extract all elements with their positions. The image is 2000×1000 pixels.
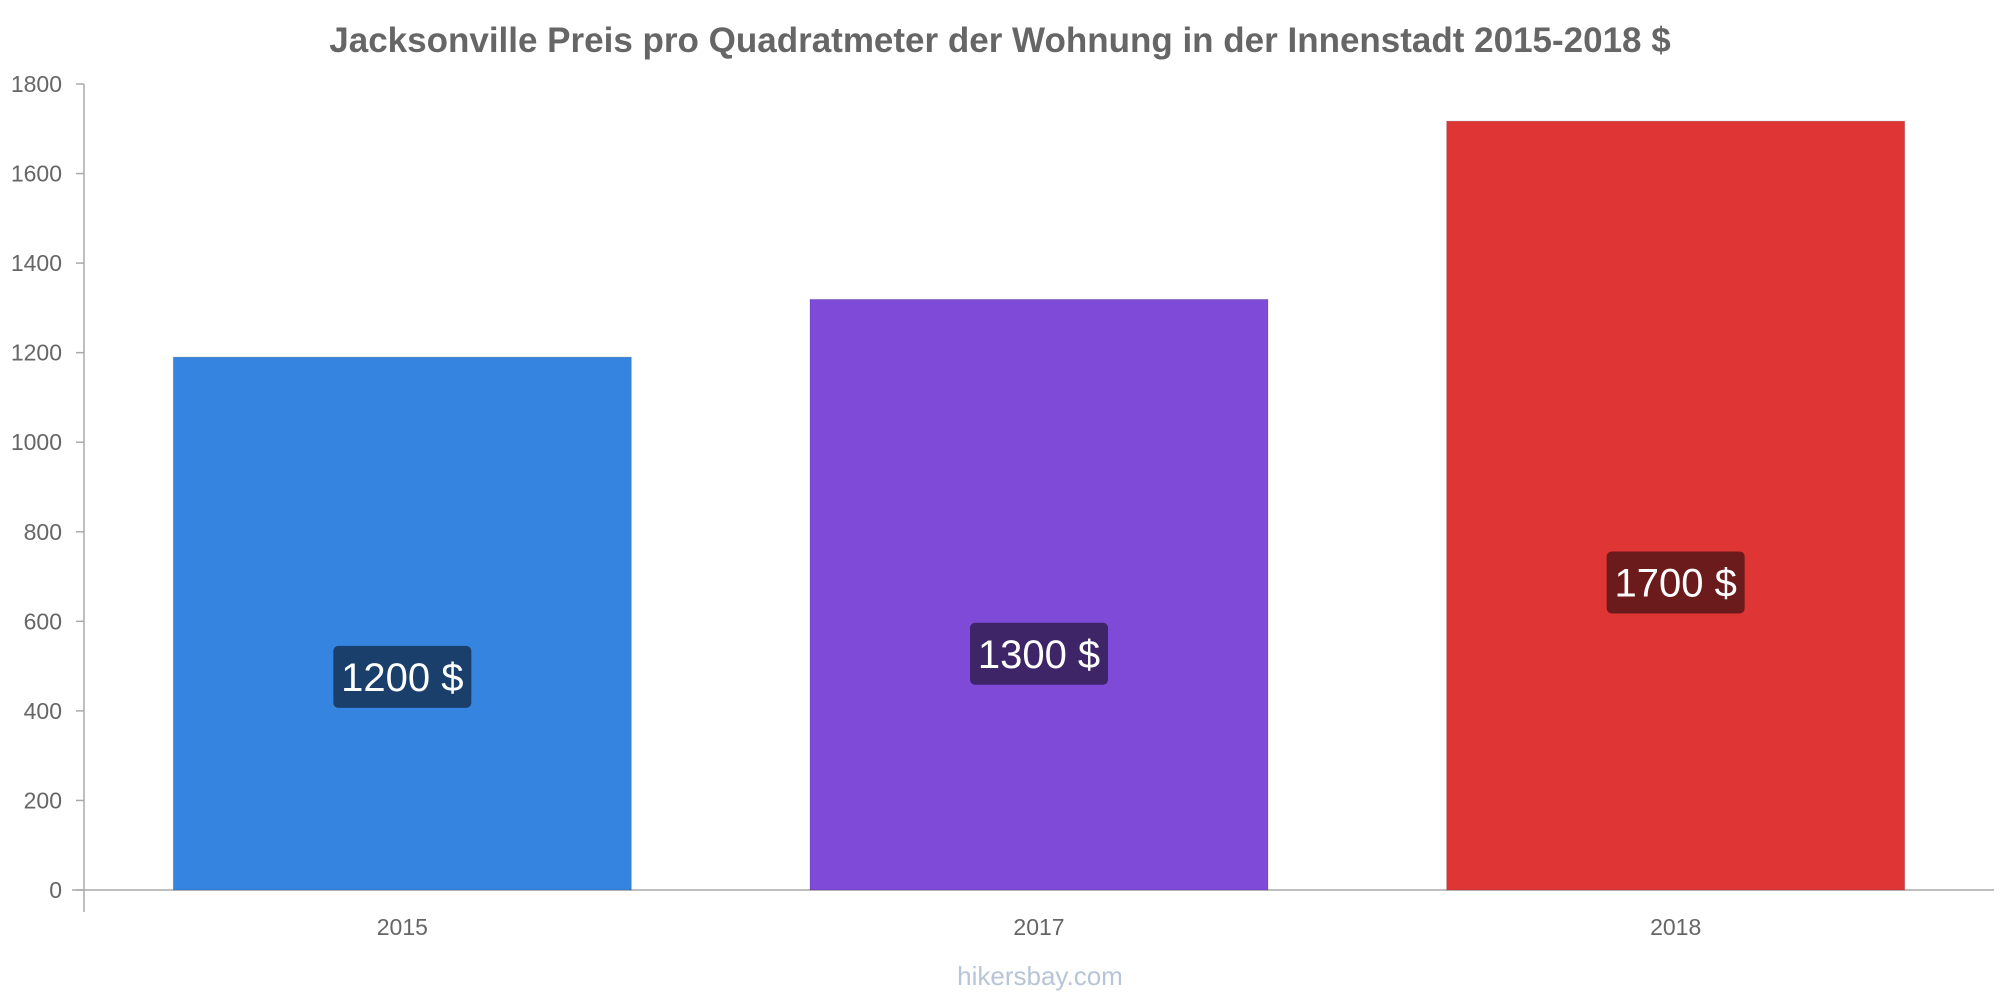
axes: 0 200 400 600 800 1000 1200 1400 1600 1800 2015 201… (11, 71, 1994, 940)
y-tick-label: 800 (24, 519, 62, 545)
y-tick-label: 200 (24, 787, 62, 813)
watermark: hikersbay.com (957, 961, 1123, 991)
y-tick-label: 1600 (11, 161, 62, 187)
x-tick-label: 2017 (1013, 914, 1064, 940)
y-tick-label: 400 (24, 698, 62, 724)
y-tick-label: 0 (49, 877, 62, 903)
value-label-box (333, 645, 472, 708)
y-tick-label: 1200 (11, 340, 62, 366)
value-label-box (970, 622, 1108, 685)
y-tick-label: 1400 (11, 250, 62, 276)
y-tick-label: 600 (24, 608, 62, 634)
bar (172, 356, 632, 891)
chart-title: Jacksonville Preis pro Quadratmeter der … (329, 21, 1670, 60)
bars (172, 120, 1906, 891)
value-label: 1300 $ (978, 633, 1100, 677)
value-label-box (1606, 551, 1745, 614)
x-tick-label: 2015 (377, 914, 428, 940)
value-label: 1200 $ (341, 656, 463, 700)
value-labels: 1200 $ 1300 $ 1700 $ (333, 551, 1745, 708)
bar (1446, 120, 1906, 891)
value-label: 1700 $ (1614, 561, 1736, 605)
bar (809, 298, 1269, 891)
x-tick-label: 2018 (1650, 914, 1701, 940)
y-tick-label: 1000 (11, 429, 62, 455)
y-tick-label: 1800 (11, 71, 62, 97)
